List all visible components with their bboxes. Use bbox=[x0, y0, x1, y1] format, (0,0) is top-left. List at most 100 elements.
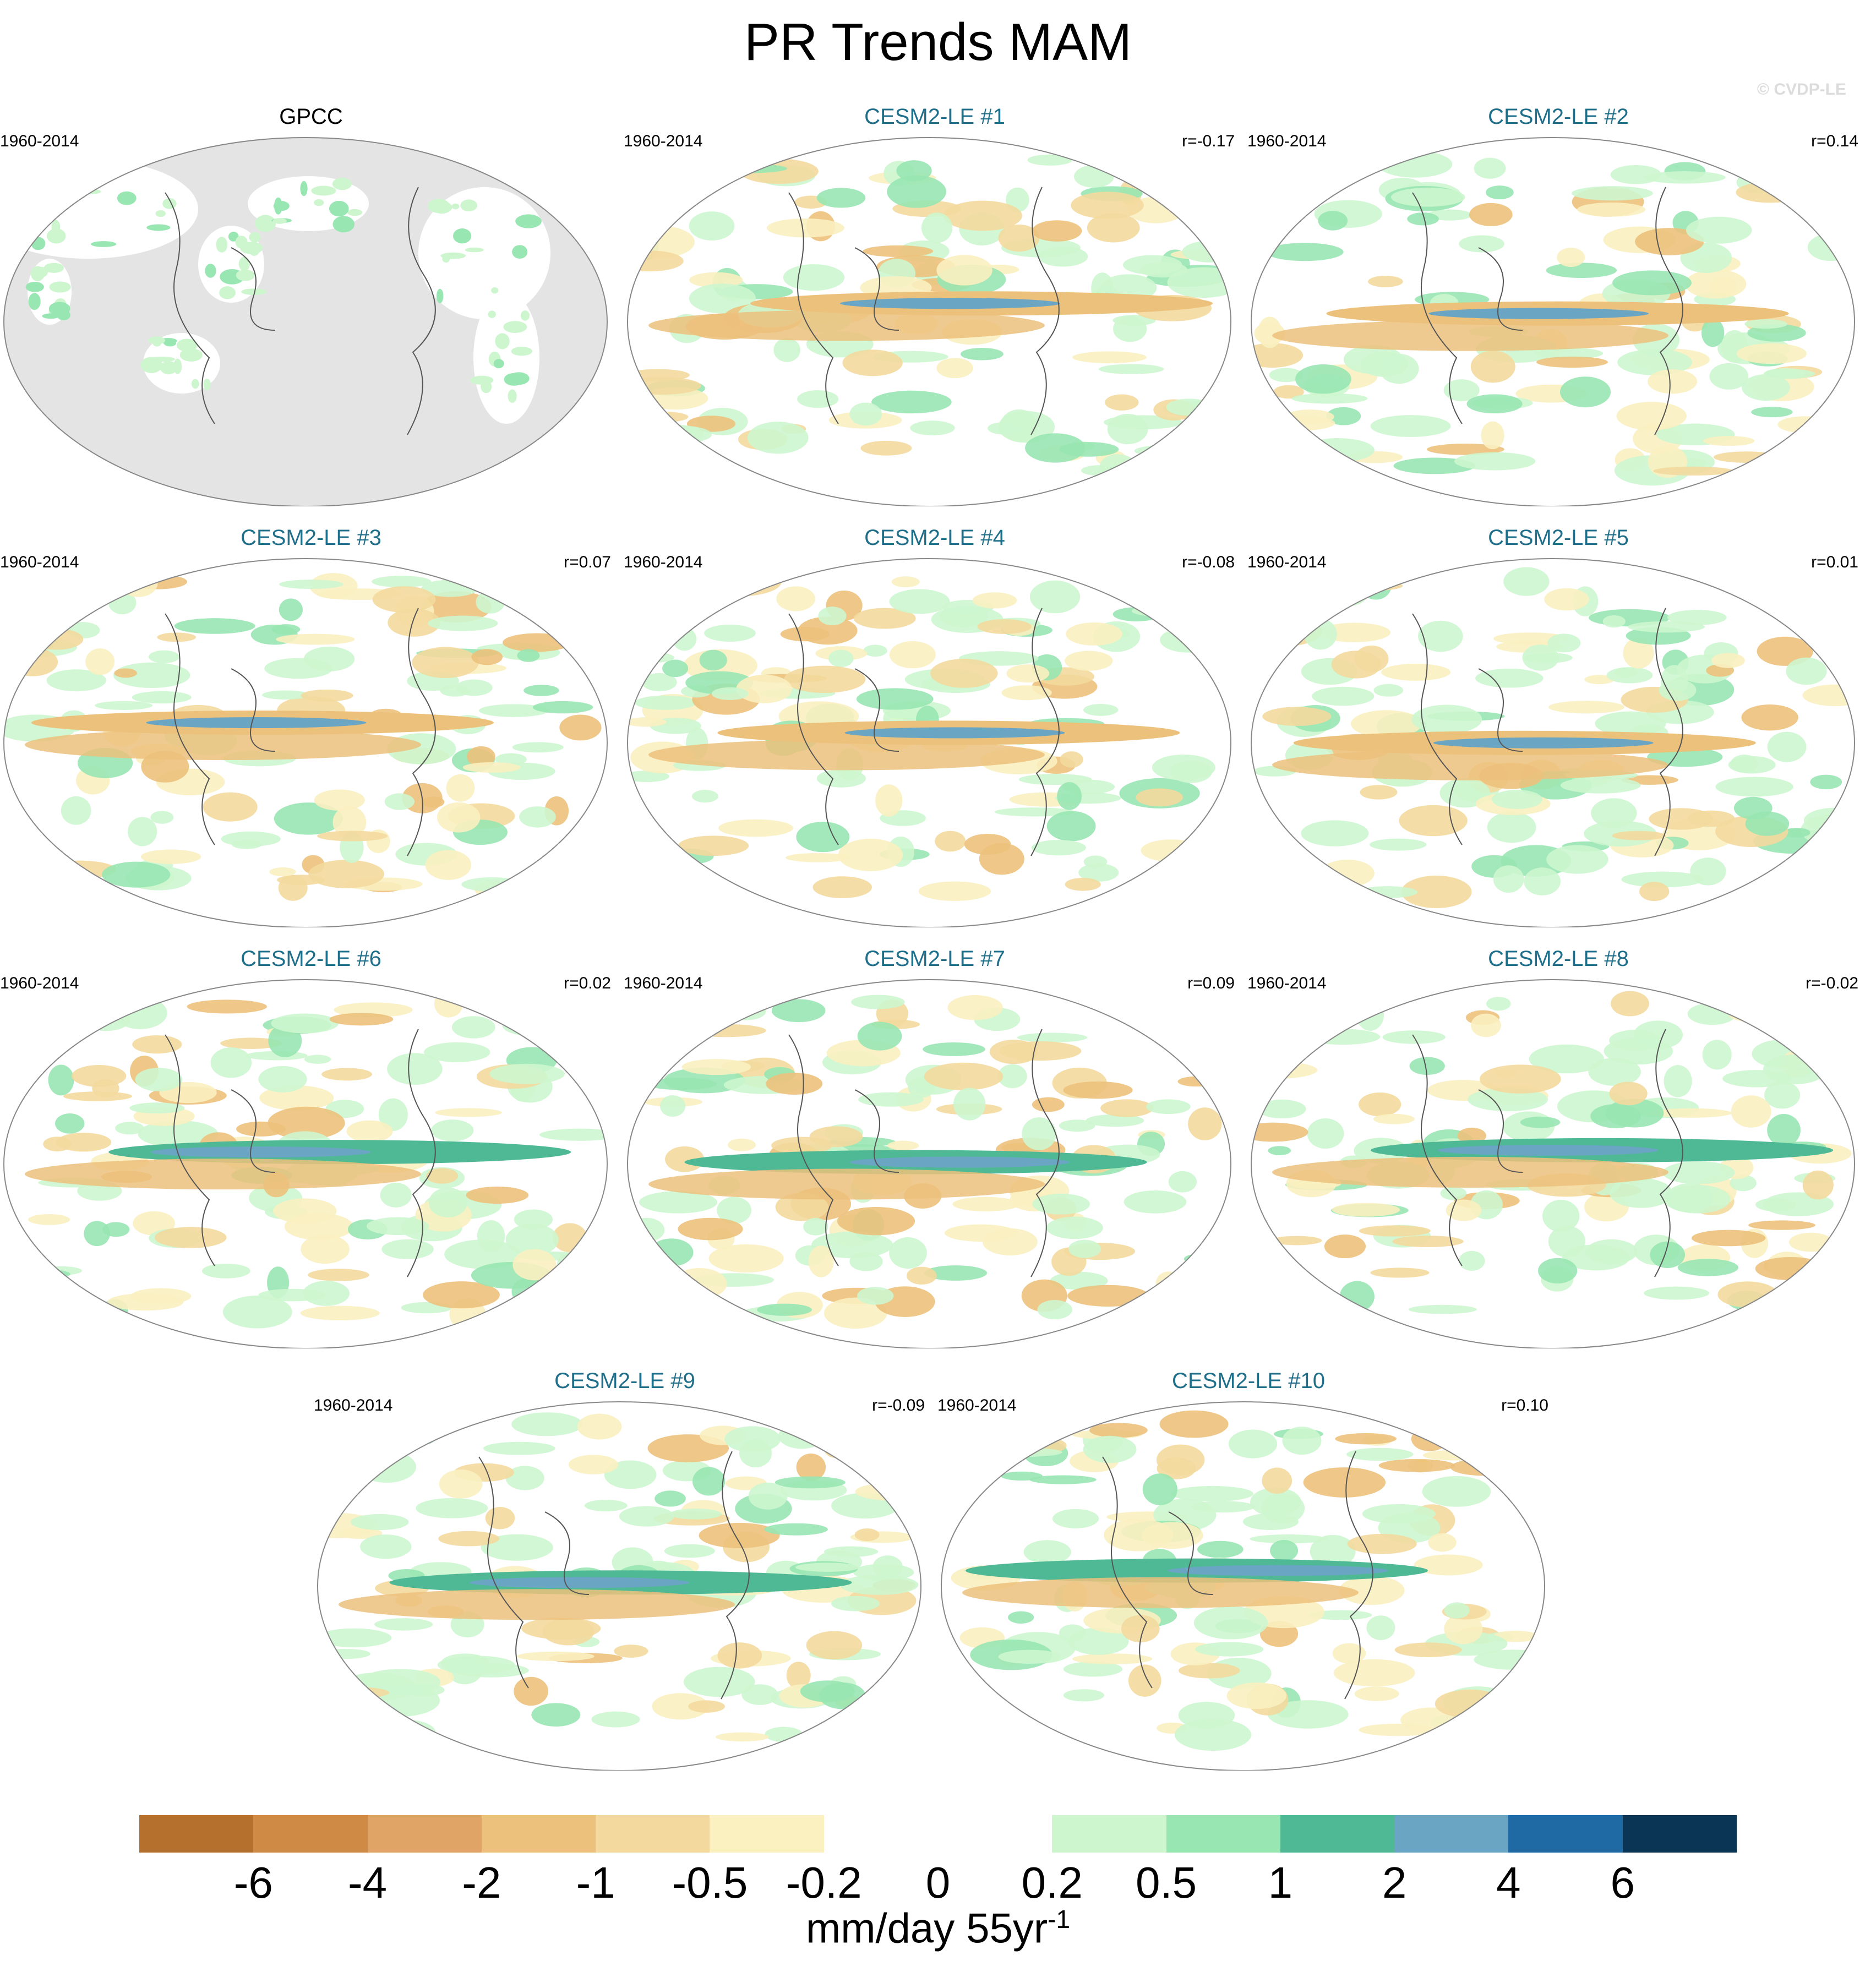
trend-blob bbox=[972, 592, 1017, 609]
panel-correlation: r=0.02 bbox=[564, 974, 611, 992]
trend-blob bbox=[637, 411, 689, 423]
trend-blob bbox=[715, 1732, 770, 1742]
trend-blob bbox=[48, 1064, 74, 1096]
trend-blob bbox=[1347, 1533, 1417, 1554]
trend-blob bbox=[1731, 1095, 1771, 1128]
trend-blob bbox=[1272, 857, 1297, 872]
trend-blob bbox=[300, 1305, 380, 1321]
trend-blob bbox=[300, 181, 308, 196]
trend-blob bbox=[630, 570, 670, 603]
trend-blob bbox=[1715, 777, 1793, 797]
trend-blob bbox=[936, 358, 973, 379]
panel-period: 1960-2014 bbox=[1247, 132, 1327, 150]
trend-blob bbox=[150, 811, 174, 824]
trend-blob bbox=[998, 224, 1040, 252]
map-border bbox=[627, 558, 1231, 927]
trend-blob bbox=[724, 1426, 781, 1452]
trend-blob bbox=[1443, 379, 1480, 401]
trend-blob bbox=[860, 440, 912, 456]
trend-blob bbox=[797, 390, 839, 408]
trend-blob bbox=[1703, 436, 1755, 446]
panel-period: 1960-2014 bbox=[0, 553, 79, 571]
trend-blob bbox=[1261, 1493, 1305, 1524]
trend-blob bbox=[660, 1095, 686, 1117]
trend-blob bbox=[1733, 796, 1773, 820]
trend-blob bbox=[953, 1088, 986, 1121]
trend-blob bbox=[1156, 1444, 1205, 1476]
tropical-dry-band bbox=[962, 1577, 1359, 1608]
trend-blob bbox=[423, 1281, 500, 1309]
trend-blob bbox=[372, 586, 436, 613]
coastline bbox=[1412, 187, 1683, 435]
colorbar-segment bbox=[253, 1815, 368, 1853]
trend-blob bbox=[155, 210, 166, 217]
trend-blob bbox=[998, 1649, 1062, 1664]
trend-blob bbox=[1262, 707, 1332, 726]
trend-blob bbox=[837, 1206, 915, 1236]
trend-blob bbox=[1686, 216, 1752, 244]
tropical-dry-band bbox=[1272, 1156, 1668, 1188]
trend-blob bbox=[828, 649, 854, 668]
trend-blob bbox=[72, 1064, 127, 1087]
trend-blob bbox=[95, 701, 153, 710]
panel-title: CESM2-LE #2 bbox=[1488, 105, 1629, 129]
map-border bbox=[1251, 979, 1855, 1348]
trend-blob bbox=[1252, 158, 1314, 189]
trend-blob bbox=[1324, 1234, 1366, 1259]
tropical-dry-band bbox=[648, 310, 1045, 341]
trend-blob bbox=[1063, 1689, 1105, 1702]
tropical-core bbox=[844, 727, 1065, 739]
trend-blob bbox=[321, 1068, 372, 1081]
trend-blob bbox=[1032, 1097, 1065, 1112]
trend-blob bbox=[717, 1642, 762, 1669]
trend-blob bbox=[1407, 212, 1439, 226]
trend-blob bbox=[591, 1711, 640, 1728]
trend-blob bbox=[274, 197, 282, 215]
trend-blob bbox=[401, 1430, 435, 1446]
trend-blob bbox=[505, 1223, 559, 1256]
trend-blob bbox=[727, 1138, 756, 1151]
trend-blob bbox=[1459, 235, 1504, 253]
trend-blob bbox=[460, 199, 477, 212]
colorbar-segment bbox=[367, 1815, 482, 1853]
trend-blob bbox=[1538, 1258, 1578, 1283]
trend-blob bbox=[1141, 839, 1202, 862]
trend-blob bbox=[1741, 704, 1798, 731]
trend-blob bbox=[531, 602, 599, 616]
trend-blob bbox=[803, 1217, 828, 1236]
trend-blob bbox=[1273, 385, 1304, 399]
trend-blob bbox=[778, 1423, 825, 1449]
trend-blob bbox=[1326, 407, 1361, 425]
trend-blob bbox=[462, 762, 521, 773]
trend-blob bbox=[1572, 186, 1653, 201]
trend-blob bbox=[568, 1455, 619, 1474]
panel-title: CESM2-LE #6 bbox=[241, 947, 381, 971]
trend-blob bbox=[1602, 615, 1626, 628]
trend-blob bbox=[366, 1217, 429, 1236]
trend-blob bbox=[1623, 637, 1654, 669]
trend-blob bbox=[683, 1667, 755, 1697]
trend-blob bbox=[1520, 1116, 1561, 1128]
trend-blob bbox=[1308, 1610, 1372, 1620]
trend-blob bbox=[436, 288, 444, 304]
trend-blob bbox=[1112, 315, 1156, 326]
trend-blob bbox=[711, 163, 787, 173]
trend-blob bbox=[816, 188, 866, 208]
trend-blob bbox=[274, 802, 343, 835]
robinson-map bbox=[627, 979, 1231, 1348]
trend-blob bbox=[1468, 1088, 1548, 1112]
trend-blob bbox=[818, 607, 847, 626]
trend-blob bbox=[1466, 394, 1523, 414]
trend-blob bbox=[102, 1222, 130, 1237]
trend-blob bbox=[1786, 657, 1827, 685]
trend-blob bbox=[61, 796, 91, 825]
trend-blob bbox=[816, 769, 866, 788]
trend-blob bbox=[1612, 831, 1666, 840]
trend-blob bbox=[1022, 1117, 1056, 1151]
trend-blob bbox=[1810, 774, 1842, 790]
trend-blob bbox=[1615, 667, 1638, 678]
trend-blob bbox=[47, 168, 63, 175]
trend-blob bbox=[952, 1197, 1019, 1211]
trend-blob bbox=[446, 774, 475, 802]
trend-blob bbox=[812, 876, 872, 898]
